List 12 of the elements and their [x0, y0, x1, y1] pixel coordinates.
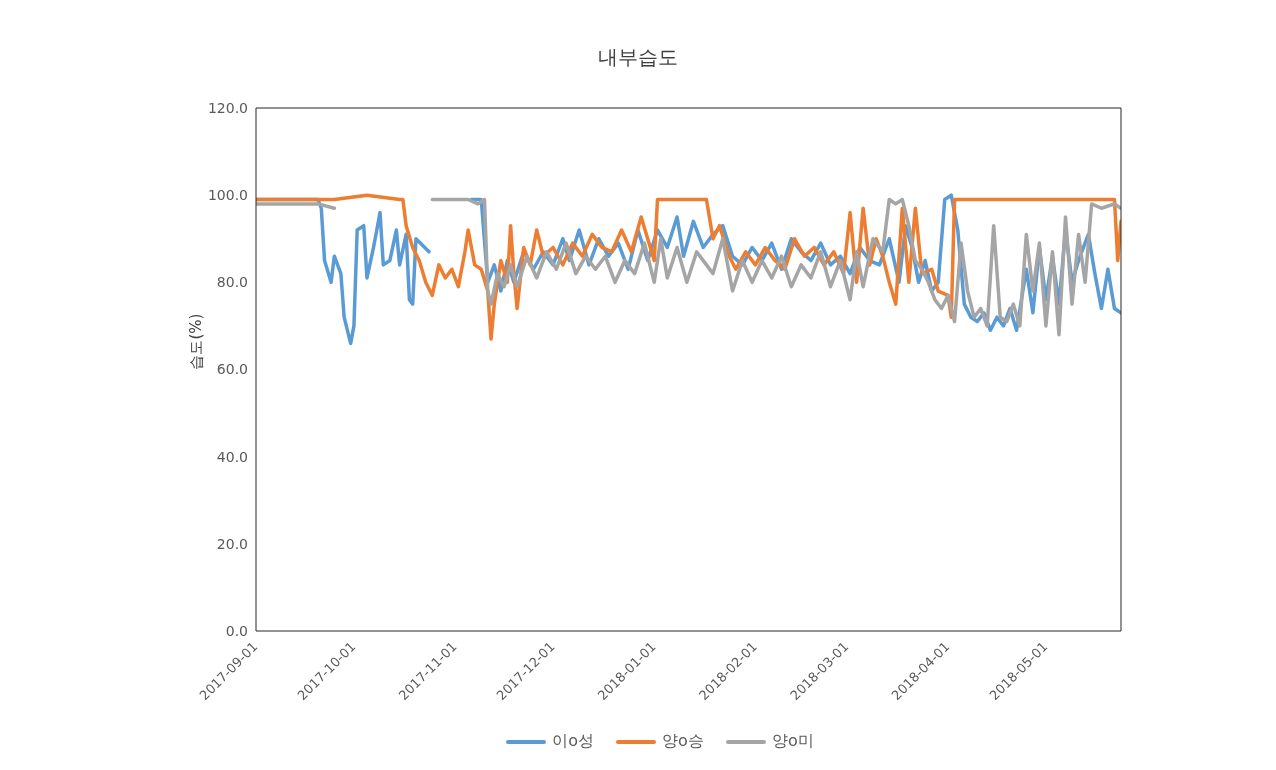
y-tick-label: 100.0 — [207, 187, 248, 204]
y-axis-title: 습도(%) — [187, 313, 206, 370]
y-tick-label: 20.0 — [216, 535, 248, 552]
legend-label: 이o성 — [551, 731, 595, 752]
y-tick-label: 60.0 — [216, 361, 248, 378]
legend-label: 양o승 — [661, 731, 704, 752]
y-tick-label: 120.0 — [207, 99, 248, 116]
y-tick-label: 40.0 — [216, 448, 248, 465]
y-tick-label: 80.0 — [216, 274, 248, 291]
y-tick-label: 0.0 — [225, 622, 248, 639]
chart-title: 내부습도 — [597, 44, 679, 71]
legend-label: 양o미 — [770, 731, 814, 752]
